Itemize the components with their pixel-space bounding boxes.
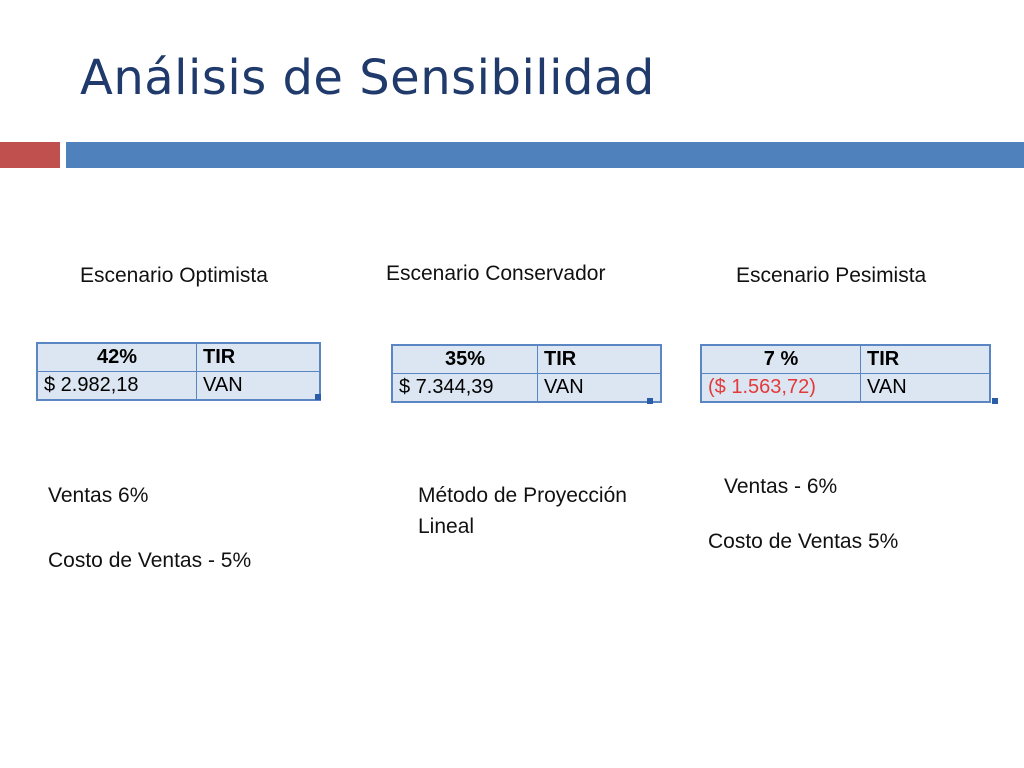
table-row: $ 2.982,18 VAN [36, 371, 321, 401]
accent-bar-blue [66, 142, 1024, 168]
resize-handle-icon [992, 398, 998, 404]
van-value: $ 7.344,39 [391, 373, 538, 403]
note-costo: Costo de Ventas 5% [708, 530, 899, 553]
accent-bar-red [0, 142, 60, 168]
table-row: ($ 1.563,72) VAN [700, 373, 991, 403]
tir-value: 7 % [700, 344, 861, 374]
tir-label: TIR [196, 342, 321, 372]
van-label: VAN [537, 373, 662, 403]
table-row: 7 % TIR [700, 344, 991, 374]
heading-pesimista: Escenario Pesimista [736, 264, 927, 287]
van-value: ($ 1.563,72) [700, 373, 861, 403]
tir-value: 42% [36, 342, 197, 372]
heading-conservador: Escenario Conservador [386, 262, 606, 285]
note-ventas: Ventas 6% [48, 484, 149, 507]
note-costo: Costo de Ventas - 5% [48, 549, 252, 572]
tir-value: 35% [391, 344, 538, 374]
van-value: $ 2.982,18 [36, 371, 197, 401]
van-label: VAN [196, 371, 321, 401]
resize-handle-icon [647, 398, 653, 404]
van-label: VAN [860, 373, 991, 403]
table-row: 35% TIR [391, 344, 662, 374]
note-ventas: Ventas - 6% [724, 475, 838, 498]
note-metodo: Método de Proyección Lineal [418, 484, 627, 538]
table-pesimista: 7 % TIR ($ 1.563,72) VAN [700, 344, 991, 403]
heading-optimista: Escenario Optimista [80, 264, 268, 287]
table-row: 42% TIR [36, 342, 321, 372]
tir-label: TIR [860, 344, 991, 374]
tir-label: TIR [537, 344, 662, 374]
table-row: $ 7.344,39 VAN [391, 373, 662, 403]
resize-handle-icon [315, 394, 321, 400]
slide-title: Análisis de Sensibilidad [80, 50, 655, 106]
table-conservador: 35% TIR $ 7.344,39 VAN [391, 344, 662, 403]
table-optimista: 42% TIR $ 2.982,18 VAN [36, 342, 321, 401]
